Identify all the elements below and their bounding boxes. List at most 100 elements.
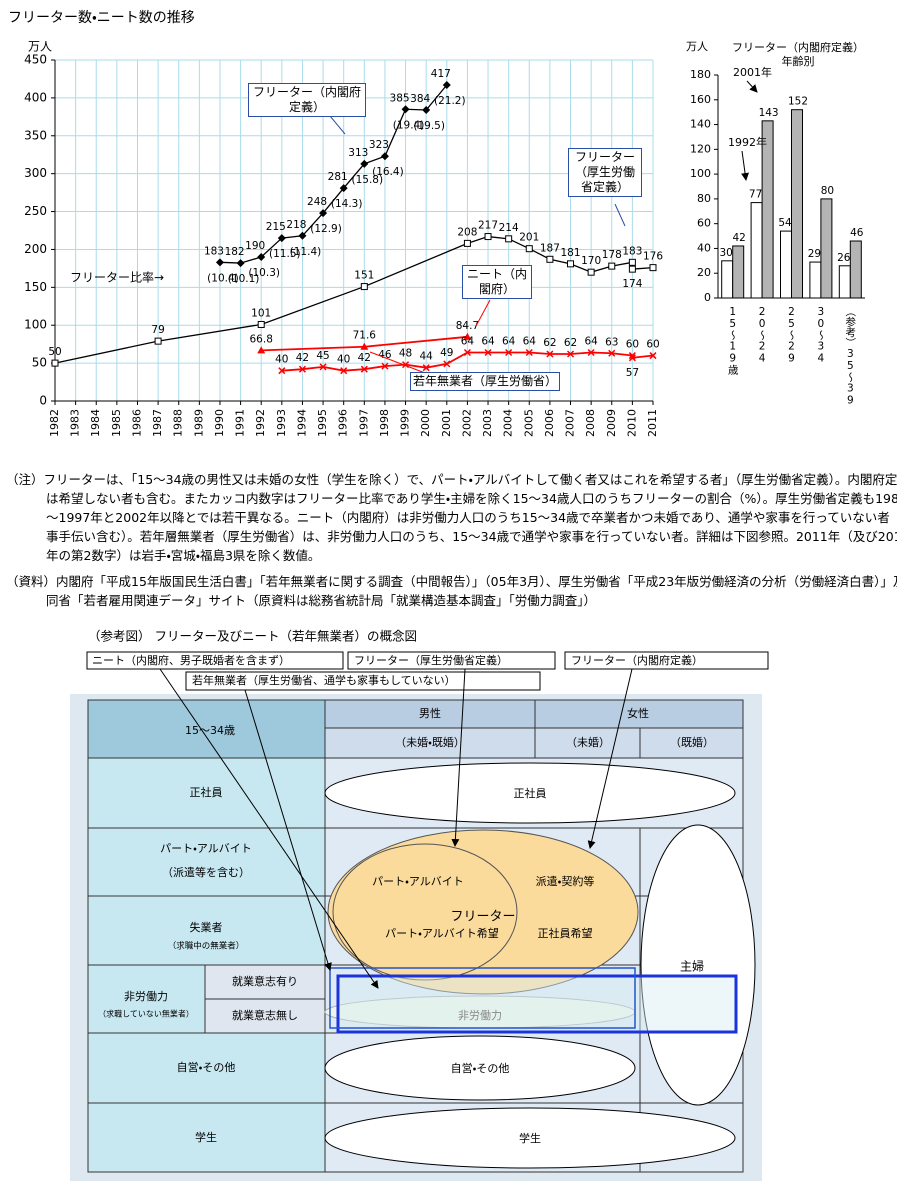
data-label: 313	[348, 147, 368, 159]
marker	[339, 184, 348, 193]
marker	[463, 348, 471, 357]
diagram-title: （参考図） フリーター及びニート（若年無業者）の概念図	[88, 629, 417, 644]
marker	[360, 283, 368, 291]
marker	[51, 359, 59, 367]
region-label: フリーター	[450, 910, 515, 925]
x-tick-label: 1987	[151, 409, 164, 437]
row-part: 就業意志無し	[232, 1008, 298, 1022]
data-label: 30	[720, 247, 733, 259]
marker	[628, 265, 636, 273]
arrow	[451, 668, 466, 847]
marker	[277, 234, 286, 243]
y-tick-label: 180	[690, 68, 711, 81]
bar	[849, 240, 862, 299]
data-label: 201	[519, 232, 539, 244]
ratio-label: (14.3)	[331, 198, 363, 210]
x-tick-label: 1997	[357, 409, 370, 437]
label-text: ニート（内閣府、男子既婚者を含まず）	[92, 653, 290, 667]
y-tick-label: 250	[24, 204, 47, 218]
data-label: 176	[643, 251, 663, 263]
y-tick-label: 60	[697, 217, 711, 230]
data-label: 385	[390, 92, 410, 104]
youth-jobless-frame	[336, 974, 738, 1034]
ratio-label: (10.3)	[248, 267, 280, 279]
marker	[567, 260, 575, 268]
data-label: 187	[540, 242, 560, 254]
callout-leader	[369, 351, 426, 374]
data-label: 170	[581, 255, 601, 267]
data-label: 151	[354, 270, 374, 282]
series-callout: フリーター（内閣府定義）	[248, 83, 366, 117]
series-label: 1992年	[728, 135, 767, 149]
row-sublabel: （求職中の無業者）	[168, 941, 245, 952]
y-tick-label: 100	[24, 318, 47, 332]
arrow	[587, 668, 633, 849]
header-text: （未婚・既婚）	[395, 735, 465, 749]
data-label: 63	[605, 336, 618, 348]
row-label: 正社員	[190, 785, 223, 799]
header-text: 女性	[627, 706, 649, 720]
region	[324, 762, 736, 824]
label-box	[347, 651, 556, 670]
data-label: 40	[275, 354, 288, 366]
x-tick-label: 2000	[419, 409, 432, 437]
ratio-label: (12.9)	[310, 223, 342, 235]
source: （資料）内閣府「平成15年版国民生活白書」「若年無業者に関する調査（中間報告）」…	[6, 574, 897, 608]
data-label: 42	[358, 352, 371, 364]
marker	[298, 365, 306, 373]
series-label: 2001年	[733, 65, 772, 79]
region-label: 正社員希望	[538, 926, 593, 940]
series-callout: ニート（内閣府）	[462, 265, 532, 299]
ratio-label: (11.4)	[290, 246, 322, 258]
ratio-label: (16.4)	[372, 166, 404, 178]
y-tick-label: 120	[690, 142, 711, 155]
x-tick-label: 1988	[172, 409, 185, 437]
header-text: （未婚）	[566, 735, 610, 749]
marker	[649, 264, 657, 272]
region-label: 主婦	[680, 959, 704, 974]
header-text: 15～34歳	[185, 724, 235, 737]
region	[324, 1107, 736, 1169]
x-tick-label: 2007	[564, 409, 577, 437]
x-tick-label: 15～19歳	[726, 306, 739, 375]
bar	[791, 109, 803, 299]
series-arrow	[746, 80, 758, 93]
data-label: 323	[369, 139, 389, 151]
data-label: 54	[778, 217, 792, 229]
header-text: 男性	[419, 706, 441, 720]
data-label: 42	[296, 352, 309, 364]
marker	[566, 350, 575, 358]
concept-diagram: （参考図） フリーター及びニート（若年無業者）の概念図 15～34歳 男性 女性…	[70, 629, 769, 1181]
callout-leader	[475, 299, 491, 327]
marker	[257, 346, 266, 354]
x-tick-label: 2001	[440, 409, 453, 437]
data-label: 64	[461, 336, 475, 348]
data-label: 48	[399, 348, 412, 360]
marker	[546, 255, 554, 263]
note: （注）フリーターは、「15～34歳の男性又は未婚の女性（学生を除く）で、パート・…	[6, 472, 897, 563]
x-tick-label: 1989	[192, 409, 205, 437]
callout-leader	[614, 203, 626, 227]
ratio-label: (15.8)	[352, 174, 384, 186]
y-tick-label: 40	[697, 241, 711, 254]
marker	[628, 258, 636, 266]
data-label: 64	[584, 336, 598, 348]
marker	[484, 233, 492, 241]
arrow	[244, 689, 332, 971]
marker	[649, 352, 657, 360]
region-label: 自営・その他	[451, 1061, 510, 1075]
header-cell	[324, 699, 744, 729]
ratio-label: (11.5)	[269, 248, 301, 260]
marker	[608, 262, 616, 270]
marker	[319, 209, 328, 218]
region-label: パート・アルバイト	[372, 875, 464, 888]
x-tick-label: 2006	[543, 409, 556, 437]
x-tick-label: （参考）35～39	[844, 306, 857, 407]
x-tick-label: 1995	[316, 409, 329, 437]
x-tick-label: 1984	[89, 409, 102, 437]
x-tick-label: 1999	[399, 409, 412, 437]
data-label: 384	[410, 93, 430, 105]
y-tick-label: 0	[704, 291, 711, 304]
y-unit: 万人	[686, 40, 708, 53]
